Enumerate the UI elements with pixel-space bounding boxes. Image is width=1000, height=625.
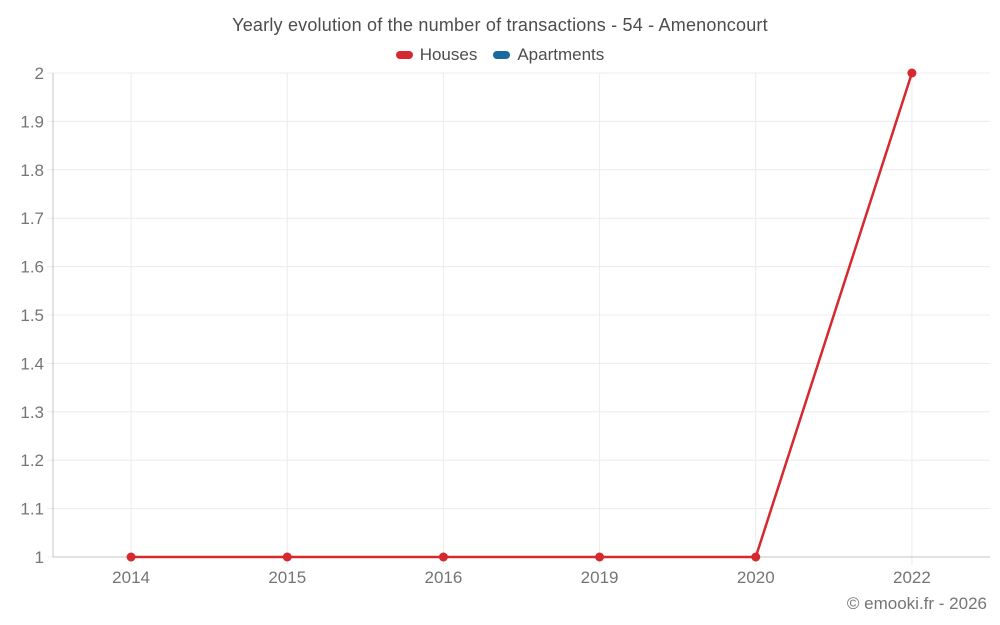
y-axis-tick-label: 1.5: [20, 306, 44, 325]
x-axis-tick-label: 2016: [425, 568, 463, 587]
x-axis-tick-label: 2015: [268, 568, 306, 587]
y-axis-tick-label: 2: [35, 64, 44, 83]
y-axis-tick-label: 1.7: [20, 209, 44, 228]
legend-item-apartments[interactable]: Apartments: [493, 45, 604, 65]
chart-title: Yearly evolution of the number of transa…: [232, 15, 768, 35]
x-axis-tick-label: 2019: [581, 568, 619, 587]
y-axis-tick-label: 1.3: [20, 403, 44, 422]
y-axis-tick-label: 1.6: [20, 258, 44, 277]
legend-label-houses: Houses: [419, 45, 478, 64]
y-axis-tick-label: 1.2: [20, 451, 44, 470]
houses-line: [129, 71, 914, 559]
houses-point: [126, 552, 136, 562]
houses-point: [907, 68, 917, 78]
houses-point: [595, 552, 605, 562]
y-axis-tick-label: 1.8: [20, 161, 44, 180]
houses-point: [438, 552, 448, 562]
x-axis-tick-label: 2020: [737, 568, 775, 587]
legend-label-apartments: Apartments: [517, 45, 605, 64]
y-axis-tick-label: 1.1: [20, 500, 44, 519]
legend-item-houses[interactable]: Houses: [395, 45, 478, 65]
apartments-swatch-icon: [493, 51, 511, 59]
y-axis-tick-label: 1.4: [20, 354, 44, 373]
houses-point: [282, 552, 292, 562]
copyright-text: © emooki.fr - 2026: [846, 594, 987, 613]
houses-point: [751, 552, 761, 562]
chart-legend: Houses Apartments: [0, 45, 1000, 65]
y-axis-tick-label: 1: [35, 548, 44, 567]
x-axis-tick-label: 2022: [893, 568, 931, 587]
x-axis-tick-label: 2014: [112, 568, 150, 587]
houses-swatch-icon: [395, 51, 413, 59]
y-axis-tick-label: 1.9: [20, 112, 44, 131]
